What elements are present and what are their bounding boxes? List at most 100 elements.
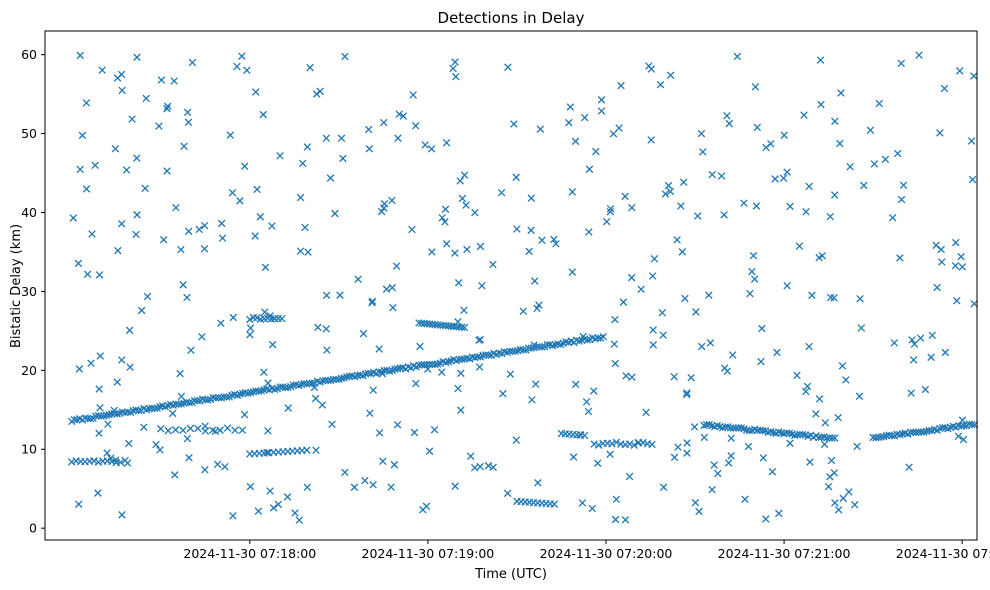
- data-point: [394, 134, 402, 142]
- data-point: [700, 433, 709, 442]
- data-point: [117, 219, 126, 228]
- data-point: [460, 171, 469, 179]
- data-point: [430, 425, 439, 434]
- data-point: [752, 202, 761, 210]
- y-tick-label: 60: [21, 47, 37, 62]
- data-point: [968, 175, 977, 184]
- data-point: [727, 452, 735, 460]
- data-point: [724, 459, 733, 467]
- data-point: [580, 113, 589, 122]
- data-point: [369, 481, 377, 489]
- data-point: [839, 494, 848, 503]
- data-point: [240, 410, 249, 419]
- data-point: [296, 193, 305, 202]
- data-point: [830, 191, 839, 199]
- data-point: [150, 404, 159, 413]
- data-point: [76, 165, 84, 174]
- data-point: [920, 428, 928, 436]
- data-point: [970, 299, 978, 308]
- data-point: [124, 408, 132, 416]
- data-point: [733, 52, 742, 61]
- data-point: [368, 298, 376, 307]
- data-point: [693, 212, 702, 220]
- data-point: [179, 281, 187, 289]
- data-point: [179, 426, 187, 434]
- data-point: [759, 454, 768, 462]
- y-axis: 0 10 20 30 40 50 60: [21, 47, 45, 536]
- data-point: [118, 356, 126, 364]
- data-point: [198, 332, 206, 341]
- data-point: [411, 122, 420, 130]
- data-point: [441, 205, 450, 213]
- data-point: [475, 336, 483, 344]
- data-point: [106, 454, 115, 462]
- data-point: [725, 119, 734, 128]
- data-point: [647, 136, 655, 144]
- y-axis-label: Bistatic Delay (km): [9, 224, 24, 348]
- data-point: [576, 430, 584, 439]
- data-point: [110, 406, 118, 415]
- data-point: [888, 214, 897, 222]
- data-point: [705, 291, 713, 299]
- data-point: [337, 134, 346, 143]
- data-point: [550, 500, 559, 508]
- data-point: [645, 62, 653, 70]
- data-point: [857, 324, 866, 332]
- data-point: [846, 163, 854, 171]
- data-point: [512, 436, 521, 444]
- data-point: [74, 259, 83, 268]
- data-point: [228, 188, 237, 197]
- data-point: [527, 194, 536, 202]
- data-point: [395, 110, 403, 118]
- data-point: [303, 483, 312, 491]
- data-point: [637, 285, 645, 294]
- data-point: [606, 204, 615, 213]
- data-point: [188, 58, 197, 67]
- data-point: [263, 448, 271, 457]
- data-point: [957, 252, 965, 261]
- data-point: [201, 422, 209, 430]
- data-point: [905, 463, 913, 472]
- data-point: [393, 420, 402, 429]
- data-point: [102, 411, 111, 420]
- data-point: [683, 439, 691, 447]
- data-point: [758, 324, 766, 333]
- data-point: [300, 379, 308, 388]
- data-point: [552, 239, 560, 248]
- data-point: [75, 365, 84, 373]
- data-point: [457, 369, 465, 378]
- data-point: [111, 144, 120, 153]
- data-point: [194, 424, 202, 433]
- data-point: [217, 219, 226, 228]
- data-point: [306, 63, 314, 72]
- data-point: [412, 379, 420, 388]
- data-point: [673, 236, 681, 244]
- data-point: [762, 515, 770, 523]
- data-point: [774, 509, 783, 518]
- data-point: [590, 440, 598, 448]
- data-point: [908, 336, 916, 344]
- data-point: [783, 281, 791, 290]
- data-point: [842, 376, 850, 384]
- data-point: [710, 461, 718, 469]
- data-point: [674, 443, 682, 451]
- data-point: [817, 100, 825, 109]
- data-point: [503, 489, 512, 498]
- data-point: [578, 499, 587, 507]
- data-point: [116, 458, 125, 467]
- data-point: [388, 196, 396, 205]
- data-point: [568, 188, 577, 196]
- data-point: [69, 214, 78, 222]
- data-point: [82, 185, 91, 193]
- data-point: [341, 52, 349, 61]
- data-point: [408, 225, 416, 234]
- data-point: [329, 375, 338, 384]
- data-point: [96, 404, 104, 412]
- data-point: [291, 509, 299, 517]
- data-point: [890, 339, 899, 347]
- data-point: [122, 166, 131, 174]
- data-point: [410, 428, 419, 437]
- data-point: [118, 511, 126, 519]
- data-point: [745, 426, 754, 435]
- x-axis-label: Time (UTC): [474, 567, 547, 582]
